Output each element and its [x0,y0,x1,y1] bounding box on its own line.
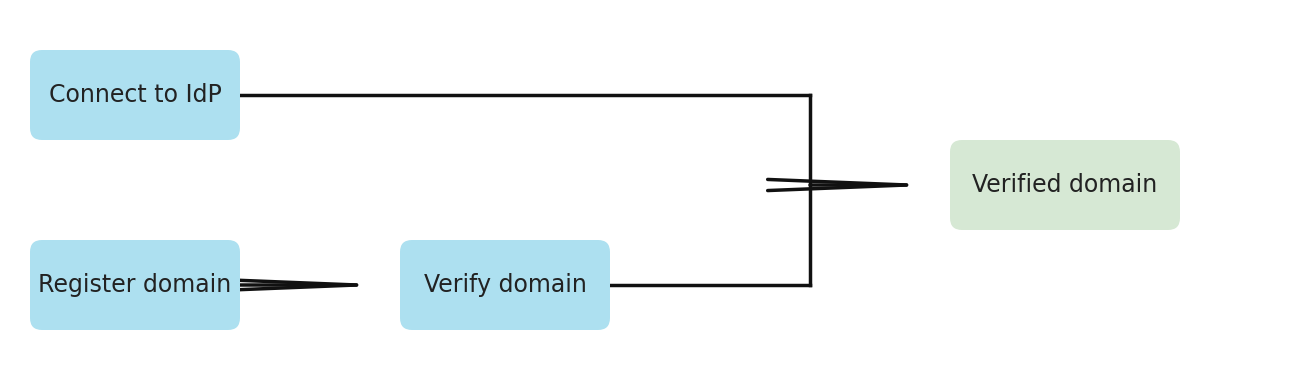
Text: Verify domain: Verify domain [424,273,587,297]
Text: Register domain: Register domain [38,273,232,297]
Text: Connect to IdP: Connect to IdP [48,83,221,107]
FancyBboxPatch shape [30,50,239,140]
Text: Verified domain: Verified domain [972,173,1158,197]
FancyBboxPatch shape [399,240,610,330]
FancyBboxPatch shape [950,140,1180,230]
FancyBboxPatch shape [30,240,239,330]
